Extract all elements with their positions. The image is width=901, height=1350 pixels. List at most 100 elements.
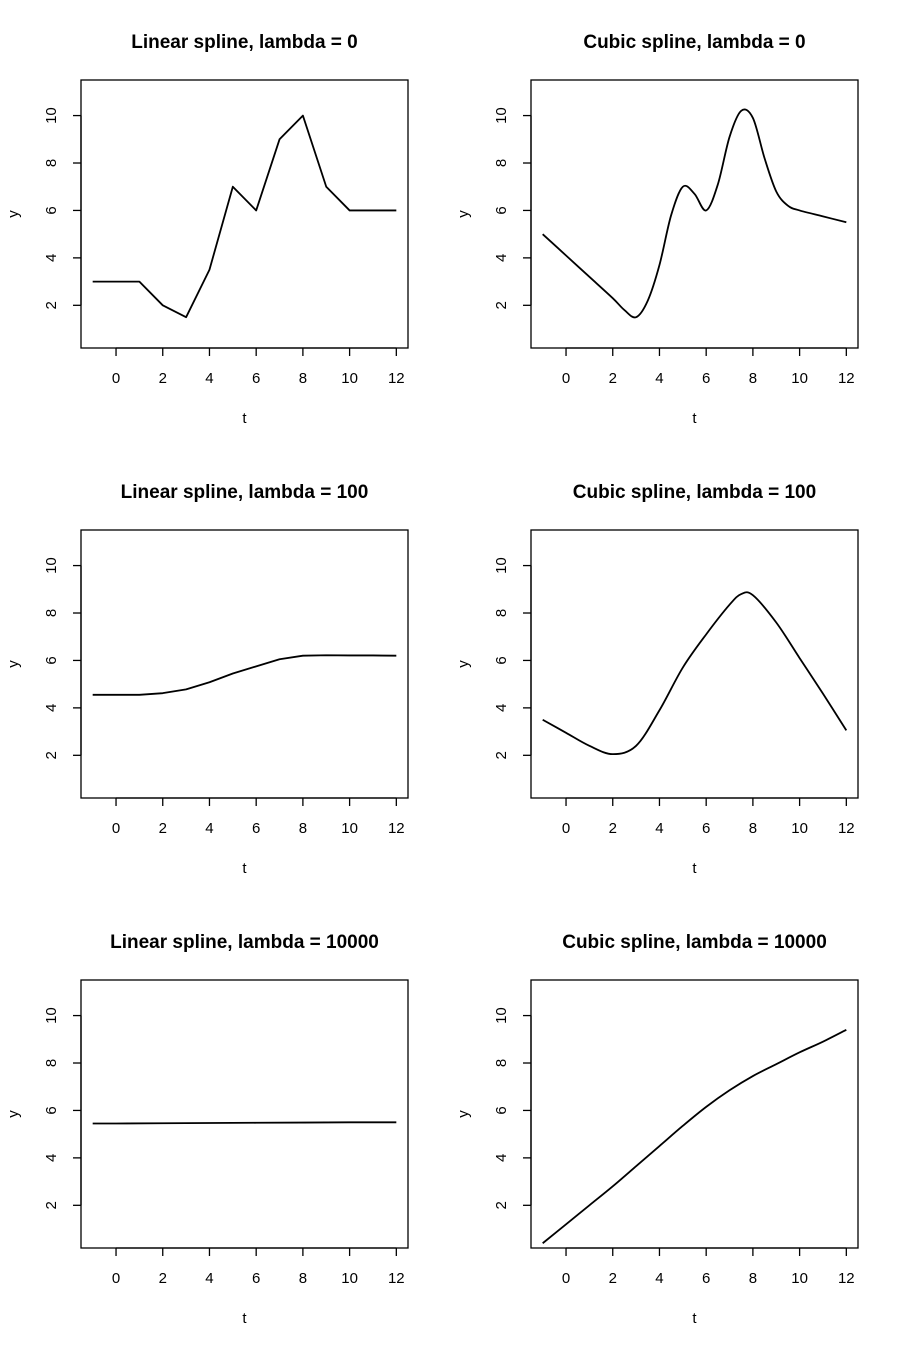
y-tick-label: 8: [43, 1059, 60, 1067]
panel-5: Linear spline, lambda = 10000 0 2 4 6 8 10 12 2 4…: [5, 932, 409, 1327]
y-tick-label: 10: [43, 107, 60, 124]
x-tick-label: 12: [838, 370, 855, 387]
y-tick-label: 4: [493, 704, 510, 712]
x-tick-label: 6: [252, 370, 260, 387]
y-tick-label: 10: [493, 557, 510, 574]
x-tick-label: 6: [252, 1270, 260, 1287]
y-tick-label: 4: [43, 1154, 60, 1162]
y-tick-label: 8: [43, 159, 60, 167]
x-axis-label: t: [692, 860, 697, 877]
x-tick-label: 0: [112, 370, 120, 387]
x-tick-label: 0: [562, 370, 570, 387]
y-tick-label: 8: [493, 159, 510, 167]
x-tick-label: 4: [655, 1270, 663, 1287]
x-tick-label: 6: [252, 820, 260, 837]
x-tick-label: 4: [205, 370, 213, 387]
y-tick-label: 4: [493, 254, 510, 262]
x-tick-label: 2: [159, 370, 167, 387]
y-tick-label: 4: [43, 704, 60, 712]
y-tick-label: 2: [43, 751, 60, 759]
y-tick-label: 4: [43, 254, 60, 262]
x-tick-label: 2: [159, 820, 167, 837]
x-tick-label: 0: [562, 1270, 570, 1287]
panel-2: Cubic spline, lambda = 0 0 2 4 6 8 10 12 2 4 6 8 10 t…: [455, 32, 859, 427]
plot-frame: [530, 529, 859, 799]
x-tick-label: 8: [749, 1270, 757, 1287]
x-tick-label: 6: [702, 820, 710, 837]
y-tick-label: 2: [493, 1201, 510, 1209]
y-axis-label: y: [455, 210, 472, 218]
x-tick-label: 0: [562, 820, 570, 837]
x-tick-label: 4: [205, 820, 213, 837]
x-axis-label: t: [692, 410, 697, 427]
x-axis-label: t: [692, 1310, 697, 1327]
y-tick-label: 10: [493, 1007, 510, 1024]
plot-frame: [80, 979, 409, 1249]
y-tick-label: 6: [43, 206, 60, 214]
chart-title: Cubic spline, lambda = 10000: [562, 932, 827, 953]
plot-frame: [80, 529, 409, 799]
x-tick-label: 12: [388, 1270, 405, 1287]
y-tick-label: 6: [493, 656, 510, 664]
chart-title: Linear spline, lambda = 0: [131, 32, 358, 53]
x-tick-label: 10: [341, 370, 358, 387]
y-tick-label: 10: [43, 557, 60, 574]
chart-title: Linear spline, lambda = 100: [121, 482, 369, 503]
panel-3: Linear spline, lambda = 100 0 2 4 6 8 10 12 2 4 6 8…: [5, 482, 409, 877]
chart-title: Cubic spline, lambda = 100: [573, 482, 816, 503]
y-axis-label: y: [455, 1110, 472, 1118]
x-axis-label: t: [242, 860, 247, 877]
x-tick-label: 2: [159, 1270, 167, 1287]
y-tick-label: 6: [43, 1106, 60, 1114]
x-tick-label: 12: [838, 820, 855, 837]
x-tick-label: 4: [655, 370, 663, 387]
plot-frame: [80, 79, 409, 349]
x-tick-label: 8: [299, 370, 307, 387]
x-tick-label: 10: [341, 820, 358, 837]
series-line: [92, 1121, 397, 1125]
y-tick-label: 4: [493, 1154, 510, 1162]
panel-4: Cubic spline, lambda = 100 0 2 4 6 8 10 12 2 4 6 8 1…: [455, 482, 859, 877]
x-tick-label: 4: [205, 1270, 213, 1287]
series-line: [92, 114, 397, 319]
y-tick-label: 8: [43, 609, 60, 617]
x-tick-label: 10: [791, 820, 808, 837]
series-line: [92, 654, 397, 696]
x-tick-label: 12: [838, 1270, 855, 1287]
plot-frame: [530, 979, 859, 1249]
chart-title: Linear spline, lambda = 10000: [110, 932, 379, 953]
x-tick-label: 12: [388, 370, 405, 387]
y-axis-label: y: [5, 210, 22, 218]
y-tick-label: 2: [43, 1201, 60, 1209]
x-axis-label: t: [242, 1310, 247, 1327]
y-tick-label: 6: [43, 656, 60, 664]
x-tick-label: 0: [112, 1270, 120, 1287]
x-axis-label: t: [242, 410, 247, 427]
y-tick-label: 6: [493, 1106, 510, 1114]
x-tick-label: 8: [749, 820, 757, 837]
x-tick-label: 8: [749, 370, 757, 387]
y-tick-label: 8: [493, 609, 510, 617]
y-tick-label: 2: [43, 301, 60, 309]
x-tick-label: 8: [299, 1270, 307, 1287]
series-line: [542, 108, 847, 319]
y-axis-label: y: [5, 660, 22, 668]
x-tick-label: 10: [341, 1270, 358, 1287]
x-tick-label: 8: [299, 820, 307, 837]
x-tick-label: 2: [609, 820, 617, 837]
y-axis-label: y: [5, 1110, 22, 1118]
x-tick-label: 2: [609, 1270, 617, 1287]
panel-6: Cubic spline, lambda = 10000 0 2 4 6 8 10 12 2 4 6…: [455, 932, 859, 1327]
series-line: [542, 1029, 847, 1244]
y-tick-label: 2: [493, 301, 510, 309]
x-tick-label: 12: [388, 820, 405, 837]
panel-1: Linear spline, lambda = 0 0 2 4 6 8 10 12 2 4 6 8 10…: [5, 32, 409, 427]
x-tick-label: 10: [791, 1270, 808, 1287]
x-tick-label: 4: [655, 820, 663, 837]
x-tick-label: 6: [702, 370, 710, 387]
y-tick-label: 8: [493, 1059, 510, 1067]
y-axis-label: y: [455, 660, 472, 668]
series-line: [542, 591, 848, 756]
y-tick-label: 2: [493, 751, 510, 759]
